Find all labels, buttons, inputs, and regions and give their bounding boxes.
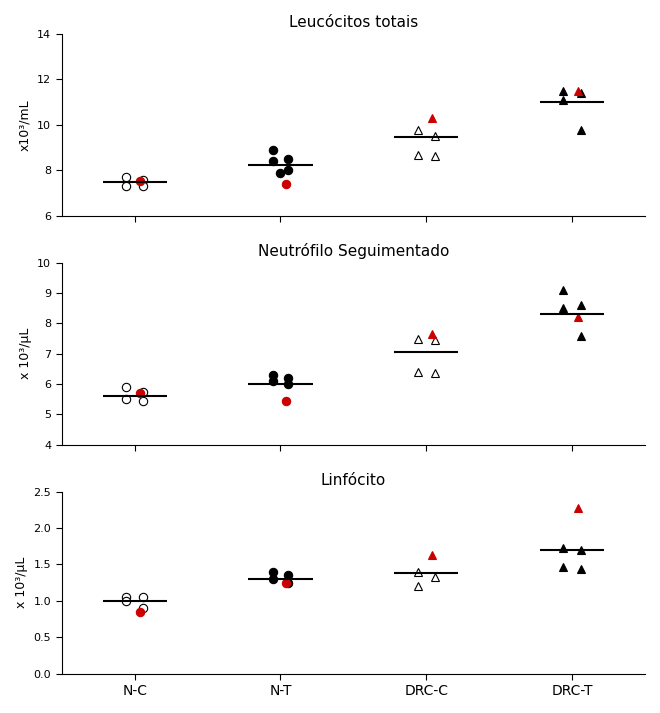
Y-axis label: x10³/mL: x10³/mL xyxy=(18,99,32,150)
Y-axis label: x 10³/μL: x 10³/μL xyxy=(18,328,32,379)
Title: Leucócitos totais: Leucócitos totais xyxy=(288,15,418,30)
Y-axis label: x 10³/μL: x 10³/μL xyxy=(15,557,28,608)
Title: Neutrófilo Seguimentado: Neutrófilo Seguimentado xyxy=(257,243,449,259)
Title: Linfócito: Linfócito xyxy=(321,473,386,488)
